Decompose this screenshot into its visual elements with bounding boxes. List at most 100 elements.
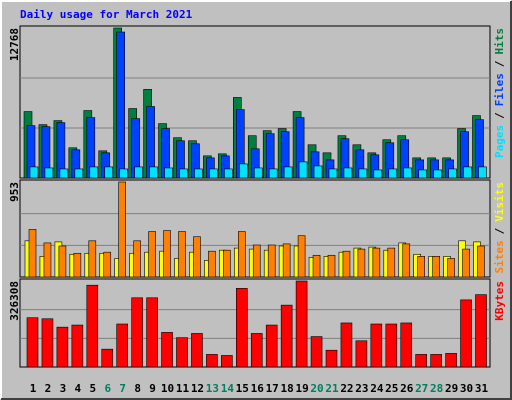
bar [29, 166, 39, 179]
bar [101, 348, 114, 368]
bar [191, 333, 203, 368]
x-tick-label: 29 [445, 382, 458, 395]
bar [133, 240, 141, 278]
bar [340, 322, 353, 368]
y-tick-label: 953 [8, 182, 21, 202]
x-tick-label: 25 [385, 382, 398, 395]
x-tick-label: 12 [191, 382, 204, 395]
bar [297, 235, 306, 278]
bar [223, 249, 231, 278]
bar [148, 231, 156, 278]
x-tick-label: 19 [295, 382, 308, 395]
legend: KBytes [493, 281, 506, 321]
bar [268, 168, 278, 179]
bar [448, 168, 457, 179]
bar [312, 254, 321, 278]
bar [206, 354, 218, 368]
bar [342, 250, 351, 278]
bar [74, 168, 84, 179]
bar [44, 167, 54, 179]
bar [252, 244, 261, 278]
bar [134, 166, 143, 179]
y-tick-label: 12768 [8, 28, 21, 61]
x-tick-label: 26 [400, 382, 414, 395]
x-tick-label: 15 [236, 382, 249, 395]
x-tick-label: 18 [281, 382, 294, 395]
x-tick-label: 6 [104, 382, 111, 395]
bar [131, 297, 143, 368]
x-tick-label: 20 [310, 382, 323, 395]
bar [56, 326, 69, 368]
bar [103, 251, 112, 278]
bar [355, 340, 368, 368]
x-tick-label: 30 [460, 382, 473, 395]
bar [477, 245, 485, 278]
bar [267, 244, 276, 278]
bar [209, 168, 218, 179]
x-tick-label: 11 [176, 382, 190, 395]
bar [372, 247, 381, 278]
bar [26, 317, 39, 368]
y-tick-label: 326308 [8, 281, 21, 321]
legend-separator: / [493, 227, 506, 234]
x-tick-label: 24 [370, 382, 384, 395]
x-tick-label: 16 [251, 382, 265, 395]
legend: Pages / Files / Hits [493, 28, 506, 158]
bar [178, 231, 186, 278]
bar [400, 322, 413, 368]
bar [236, 288, 248, 368]
legend-entry: Sites [493, 240, 506, 273]
bar [163, 230, 171, 278]
bar [179, 168, 188, 179]
x-tick-label: 31 [475, 382, 489, 395]
bar [460, 299, 472, 368]
x-tick-label: 14 [221, 382, 235, 395]
bar [116, 323, 128, 368]
bar [28, 229, 37, 278]
bar [164, 167, 173, 179]
bar [343, 167, 353, 179]
bar [370, 323, 383, 368]
x-tick-label: 23 [355, 382, 368, 395]
bar [59, 168, 69, 179]
legend: Sites / Visits [493, 182, 506, 274]
bar [313, 165, 323, 179]
bar [417, 256, 426, 278]
x-tick-label: 9 [149, 382, 156, 395]
legend-separator: / [493, 60, 506, 67]
bar [430, 354, 442, 368]
legend-entry: Files [493, 73, 506, 106]
x-tick-label: 7 [119, 382, 126, 395]
x-tick-label: 22 [340, 382, 353, 395]
bar [280, 304, 293, 368]
bar [265, 324, 278, 368]
x-tick-label: 28 [430, 382, 443, 395]
bar [447, 258, 455, 278]
legend-separator: / [493, 112, 506, 119]
chart-title: Daily usage for March 2021 [20, 8, 193, 21]
bar [295, 280, 308, 368]
bar [282, 243, 291, 278]
legend-entry: Hits [493, 28, 506, 55]
x-tick-label: 27 [415, 382, 428, 395]
bar [403, 167, 413, 179]
legend-entry: KBytes [493, 281, 506, 321]
bar [357, 248, 366, 278]
bar [104, 166, 114, 179]
bar [388, 168, 398, 179]
bar [224, 168, 233, 179]
bar [208, 250, 216, 278]
bar [325, 349, 338, 368]
bar [475, 294, 487, 368]
bar [328, 168, 338, 179]
bar [250, 333, 263, 368]
x-tick-label: 10 [161, 382, 174, 395]
bar [358, 168, 368, 179]
legend-entry: Visits [493, 182, 506, 222]
bar [283, 166, 293, 179]
bar [161, 332, 173, 368]
x-tick-label: 17 [266, 382, 279, 395]
bar [253, 167, 263, 179]
x-tick-label: 8 [134, 382, 141, 395]
